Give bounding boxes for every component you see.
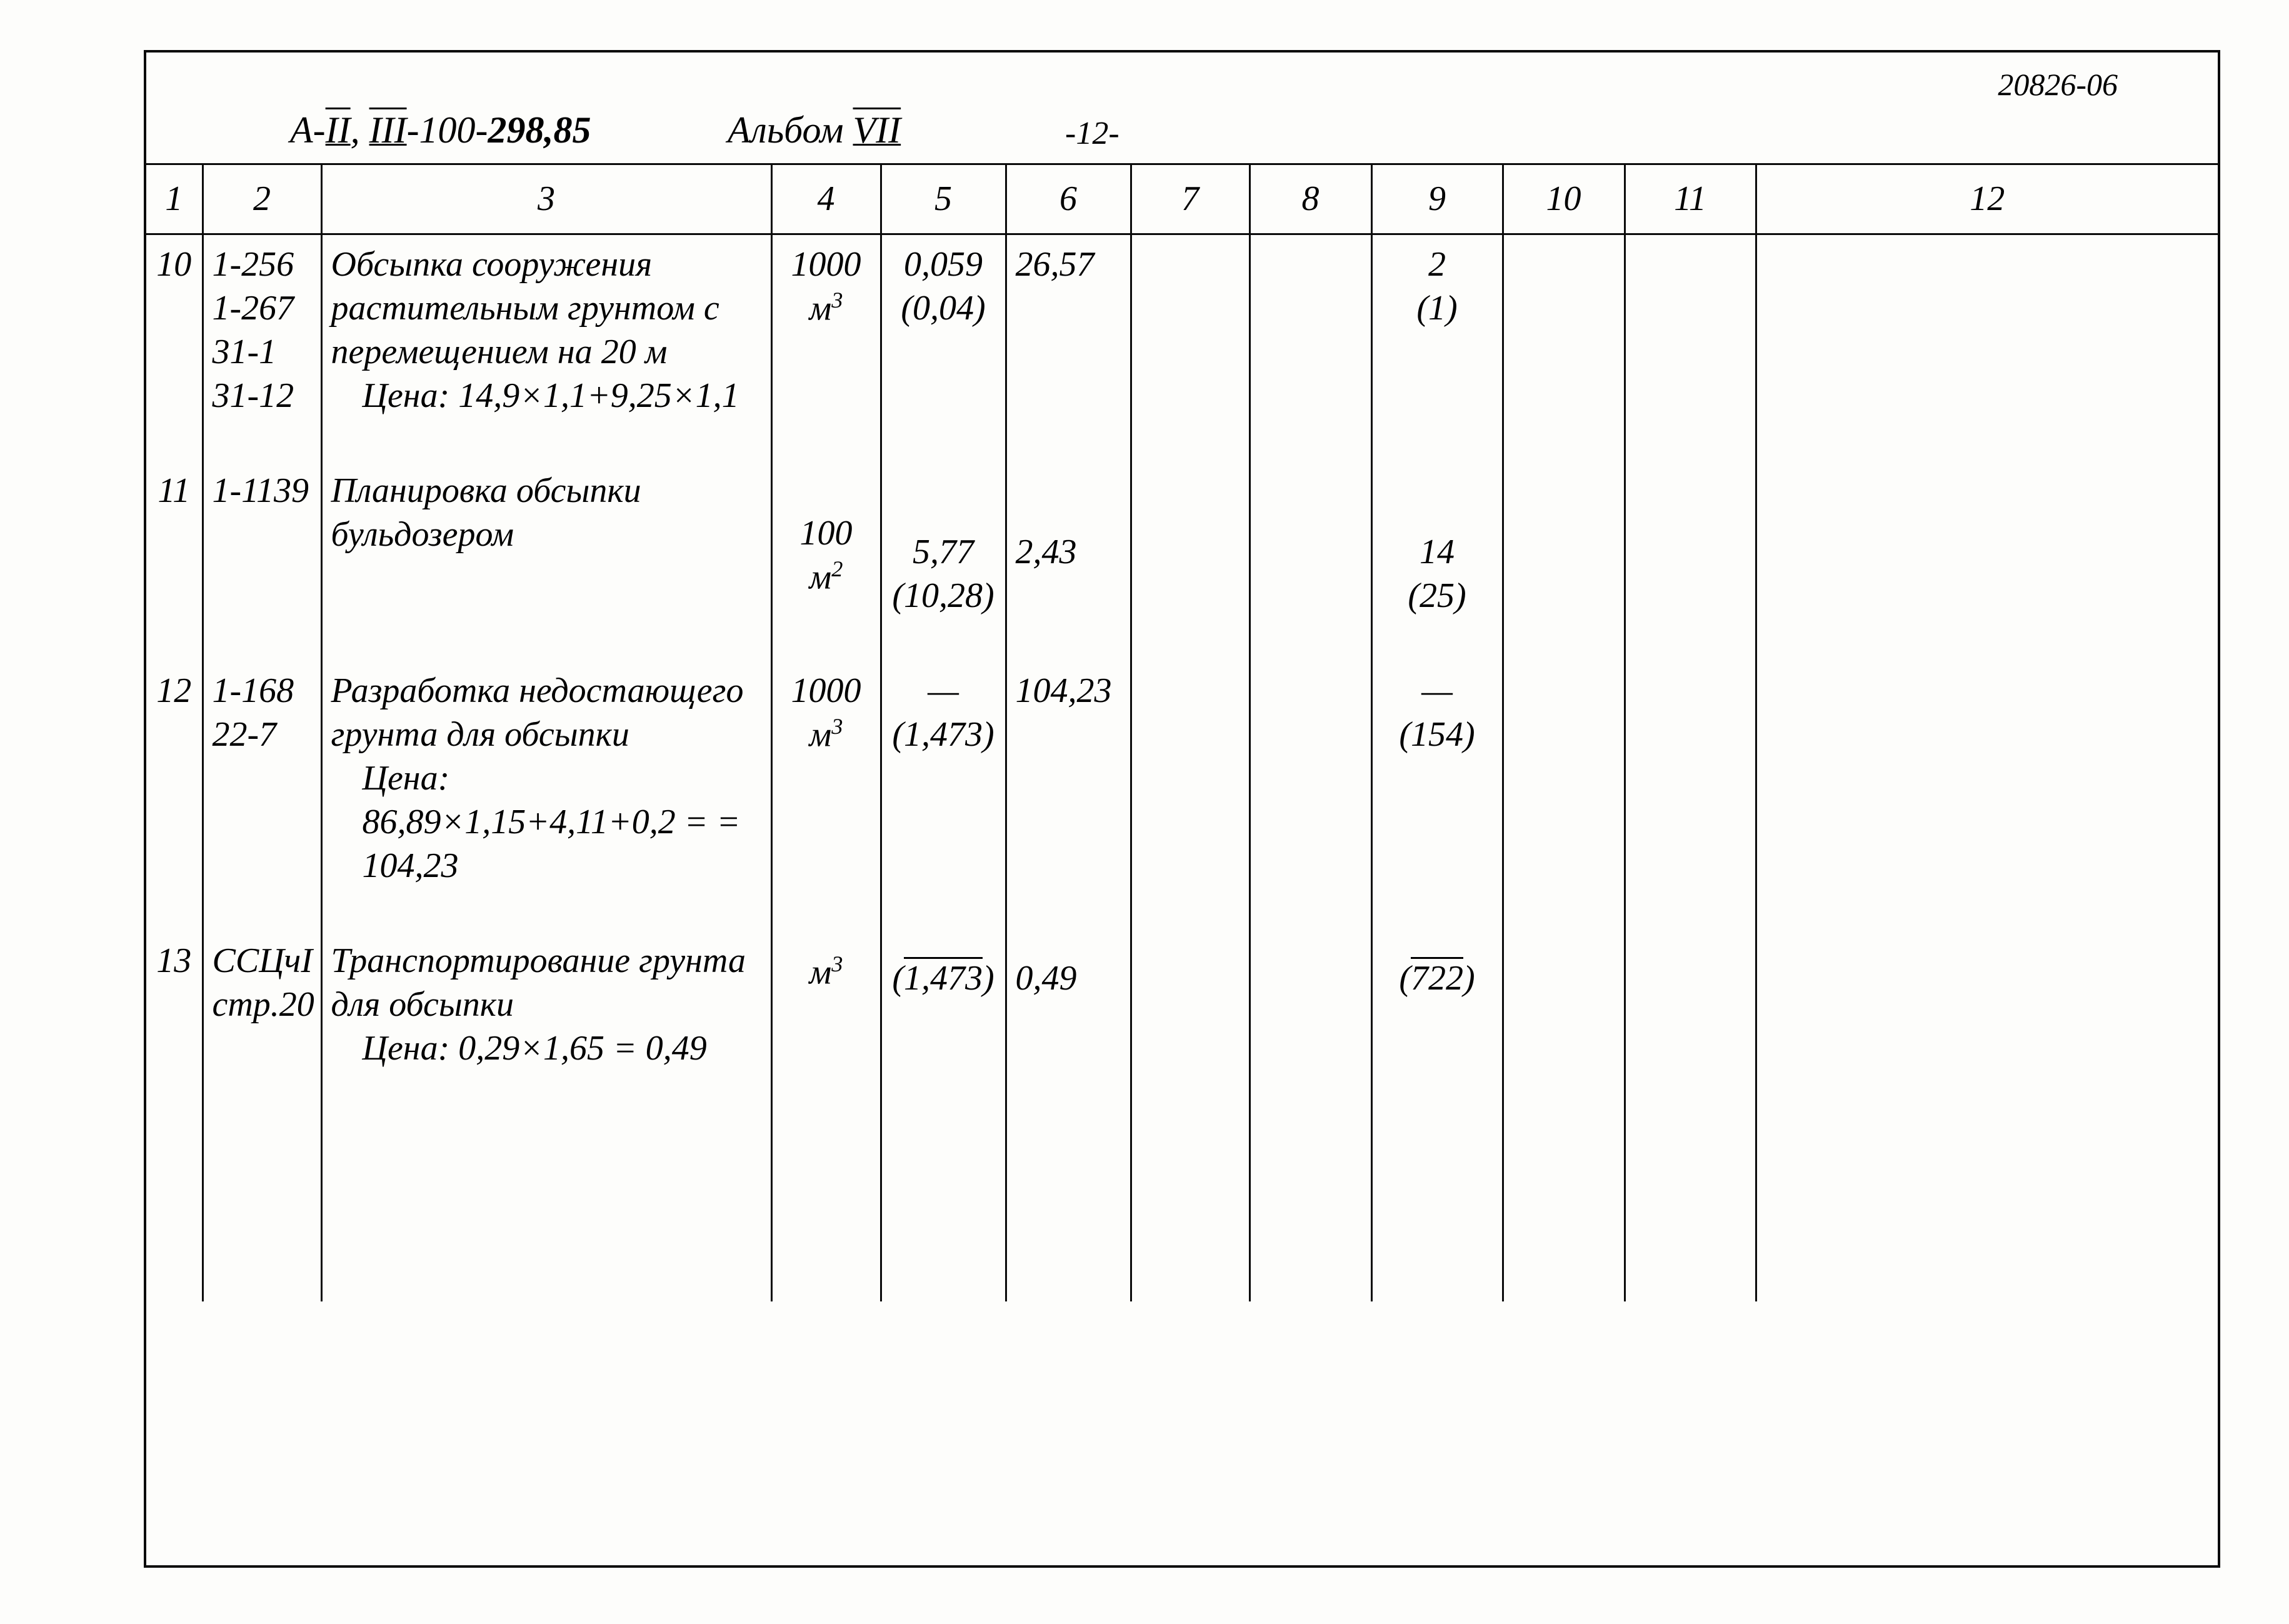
- cell-unit: 1000м3: [771, 234, 881, 424]
- cell-11: [1625, 931, 1756, 1076]
- col-header-10: 10: [1503, 165, 1625, 234]
- cell-9: 2(1): [1371, 234, 1503, 424]
- col-header-11: 11: [1625, 165, 1756, 234]
- cell-11: [1625, 661, 1756, 894]
- table-body: 101-2561-26731-131-12Обсыпка сооружения …: [146, 234, 2218, 1301]
- col-header-7: 7: [1131, 165, 1250, 234]
- filler-row: [146, 1076, 2218, 1301]
- cell-7: [1131, 234, 1250, 424]
- cell-11: [1625, 234, 1756, 424]
- title-bar: А-II, III-100-298,85 Альбом VII -12-: [146, 53, 2218, 165]
- cell-8: [1250, 931, 1371, 1076]
- cell-price: 2,43: [1006, 461, 1131, 624]
- spacer-row: [146, 424, 2218, 461]
- cell-num: 10: [146, 234, 203, 424]
- cell-price: 0,49: [1006, 931, 1131, 1076]
- cell-desc: Разработка недостающего грунта для обсып…: [321, 661, 771, 894]
- cell-qty: 5,77(10,28): [881, 461, 1006, 624]
- cell-11: [1625, 461, 1756, 624]
- cell-8: [1250, 234, 1371, 424]
- cell-desc: Планировка обсыпки бульдозером: [321, 461, 771, 624]
- table-row: 101-2561-26731-131-12Обсыпка сооружения …: [146, 234, 2218, 424]
- cell-10: [1503, 931, 1625, 1076]
- cell-12: [1756, 931, 2218, 1076]
- col-header-5: 5: [881, 165, 1006, 234]
- drawing-code: А-II, III-100-298,85: [290, 109, 591, 152]
- cell-unit: 100м2: [771, 461, 881, 624]
- cell-9: —(154): [1371, 661, 1503, 894]
- cell-8: [1250, 461, 1371, 624]
- cell-code: 1-16822-7: [203, 661, 321, 894]
- col-header-9: 9: [1371, 165, 1503, 234]
- table-row: 111-1139Планировка обсыпки бульдозером10…: [146, 461, 2218, 624]
- cell-7: [1131, 461, 1250, 624]
- cell-desc: Обсыпка сооружения растительным грунтом …: [321, 234, 771, 424]
- cell-qty: —(1,473): [881, 661, 1006, 894]
- cell-12: [1756, 661, 2218, 894]
- cell-10: [1503, 234, 1625, 424]
- page-number: -12-: [1065, 115, 1119, 152]
- cell-unit: м3: [771, 931, 881, 1076]
- col-header-6: 6: [1006, 165, 1131, 234]
- cell-8: [1250, 661, 1371, 894]
- drawing-frame: 20826-06 А-II, III-100-298,85 Альбом VII…: [144, 50, 2220, 1568]
- spacer-row: [146, 894, 2218, 931]
- cell-7: [1131, 661, 1250, 894]
- spacer-row: [146, 624, 2218, 661]
- col-header-3: 3: [321, 165, 771, 234]
- cell-num: 13: [146, 931, 203, 1076]
- page: 20826-06 А-II, III-100-298,85 Альбом VII…: [0, 0, 2289, 1624]
- estimate-table: 1 2 3 4 5 6 7 8 9 10 11 12 101-2561-2673…: [146, 165, 2218, 1301]
- table-row: 121-16822-7Разработка недостающего грунт…: [146, 661, 2218, 894]
- table-row: 13ССЦчIстр.20Транспортирование грунта дл…: [146, 931, 2218, 1076]
- cell-12: [1756, 461, 2218, 624]
- cell-unit: 1000м3: [771, 661, 881, 894]
- album-label: Альбом VII: [728, 109, 901, 152]
- cell-9: (722): [1371, 931, 1503, 1076]
- cell-desc: Транспортирование грунта для обсыпкиЦена…: [321, 931, 771, 1076]
- cell-price: 104,23: [1006, 661, 1131, 894]
- col-header-12: 12: [1756, 165, 2218, 234]
- cell-qty: 0,059(0,04): [881, 234, 1006, 424]
- cell-10: [1503, 461, 1625, 624]
- cell-code: 1-2561-26731-131-12: [203, 234, 321, 424]
- col-header-8: 8: [1250, 165, 1371, 234]
- cell-9: 14(25): [1371, 461, 1503, 624]
- cell-price: 26,57: [1006, 234, 1131, 424]
- cell-7: [1131, 931, 1250, 1076]
- cell-10: [1503, 661, 1625, 894]
- cell-num: 12: [146, 661, 203, 894]
- cell-code: 1-1139: [203, 461, 321, 624]
- cell-code: ССЦчIстр.20: [203, 931, 321, 1076]
- cell-qty: (1,473): [881, 931, 1006, 1076]
- col-header-4: 4: [771, 165, 881, 234]
- table-header-row: 1 2 3 4 5 6 7 8 9 10 11 12: [146, 165, 2218, 234]
- col-header-2: 2: [203, 165, 321, 234]
- cell-12: [1756, 234, 2218, 424]
- col-header-1: 1: [146, 165, 203, 234]
- cell-num: 11: [146, 461, 203, 624]
